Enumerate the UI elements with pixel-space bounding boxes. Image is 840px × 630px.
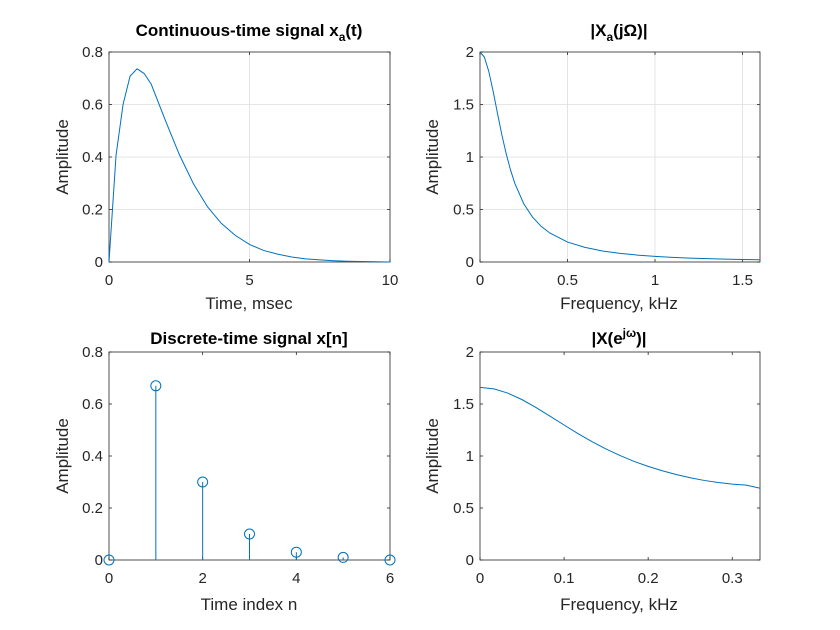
stem-marker bbox=[290, 546, 302, 558]
series-line bbox=[479, 386, 761, 489]
y-tick-label: 2 bbox=[466, 344, 474, 361]
y-tick-label: 0.4 bbox=[82, 448, 103, 465]
x-tick-label: 0 bbox=[105, 272, 113, 289]
x-tick-label: 0 bbox=[476, 272, 484, 289]
y-tick-label: 0 bbox=[466, 254, 474, 271]
series-line bbox=[108, 68, 391, 263]
plot-discrete-signal: Discrete-time signal x[n] Time index n A… bbox=[53, 329, 396, 614]
plot-analog-spectrum: |Xa(jΩ)| Frequency, kHz Amplitude 0 0.5 1 1… bbox=[423, 21, 761, 313]
y-tick-label: 0.8 bbox=[82, 44, 103, 61]
plot-title: Continuous-time signal xa(t) bbox=[136, 21, 363, 44]
y-tick-label: 0.2 bbox=[82, 202, 103, 219]
x-axis-label: Time index n bbox=[201, 595, 298, 614]
y-axis-label: Amplitude bbox=[53, 418, 72, 494]
x-tick-label: 1.5 bbox=[732, 272, 753, 289]
x-tick-label: 0.3 bbox=[722, 570, 743, 587]
x-tick-label: 10 bbox=[382, 272, 399, 289]
x-tick-label: 4 bbox=[292, 570, 300, 587]
stem-marker bbox=[384, 554, 396, 566]
x-axis-label: Frequency, kHz bbox=[560, 294, 678, 313]
x-axis-label: Frequency, kHz bbox=[560, 595, 678, 614]
y-tick-label: 1 bbox=[466, 149, 474, 166]
y-tick-label: 0.8 bbox=[82, 344, 103, 361]
series-line bbox=[479, 51, 761, 261]
stem-marker bbox=[244, 528, 255, 540]
y-tick-label: 0.6 bbox=[82, 396, 103, 413]
y-axis-label: Amplitude bbox=[423, 119, 442, 195]
stem-marker bbox=[337, 551, 349, 563]
y-tick-label: 2 bbox=[466, 44, 474, 61]
x-tick-label: 0 bbox=[105, 570, 113, 587]
y-tick-label: 0.2 bbox=[82, 500, 103, 517]
y-axis-label: Amplitude bbox=[423, 418, 442, 494]
x-axis-label: Time, msec bbox=[205, 294, 293, 313]
plot-continuous-signal: Continuous-time signal xa(t) Time, msec … bbox=[53, 21, 398, 313]
x-tick-label: 0.5 bbox=[557, 272, 578, 289]
y-axis-label: Amplitude bbox=[53, 119, 72, 195]
y-tick-label: 0 bbox=[466, 552, 474, 569]
x-tick-label: 0 bbox=[476, 570, 484, 587]
y-tick-label: 0 bbox=[95, 254, 103, 271]
stem-marker bbox=[150, 380, 162, 392]
y-tick-label: 0 bbox=[95, 552, 103, 569]
plot-title: Discrete-time signal x[n] bbox=[150, 329, 347, 348]
x-tick-label: 0.1 bbox=[554, 570, 575, 587]
plot-title: |X(ejω)| bbox=[591, 326, 646, 348]
plot-title: |Xa(jΩ)| bbox=[590, 21, 647, 44]
x-tick-label: 5 bbox=[245, 272, 253, 289]
x-tick-label: 1 bbox=[651, 272, 659, 289]
y-tick-label: 1.5 bbox=[453, 396, 474, 413]
y-tick-label: 0.6 bbox=[82, 97, 103, 114]
y-tick-label: 1.5 bbox=[453, 97, 474, 114]
plot-dtft-magnitude: |X(ejω)| Frequency, kHz Amplitude 0 0.1 0.… bbox=[423, 326, 761, 614]
x-tick-label: 0.2 bbox=[638, 570, 659, 587]
y-tick-label: 1 bbox=[466, 448, 474, 465]
y-tick-label: 0.5 bbox=[453, 500, 474, 517]
y-tick-label: 0.5 bbox=[453, 202, 474, 219]
y-tick-label: 0.4 bbox=[82, 149, 103, 166]
x-tick-label: 6 bbox=[386, 570, 394, 587]
x-tick-label: 2 bbox=[198, 570, 206, 587]
stem-marker bbox=[103, 554, 115, 566]
stem-marker bbox=[197, 476, 209, 488]
